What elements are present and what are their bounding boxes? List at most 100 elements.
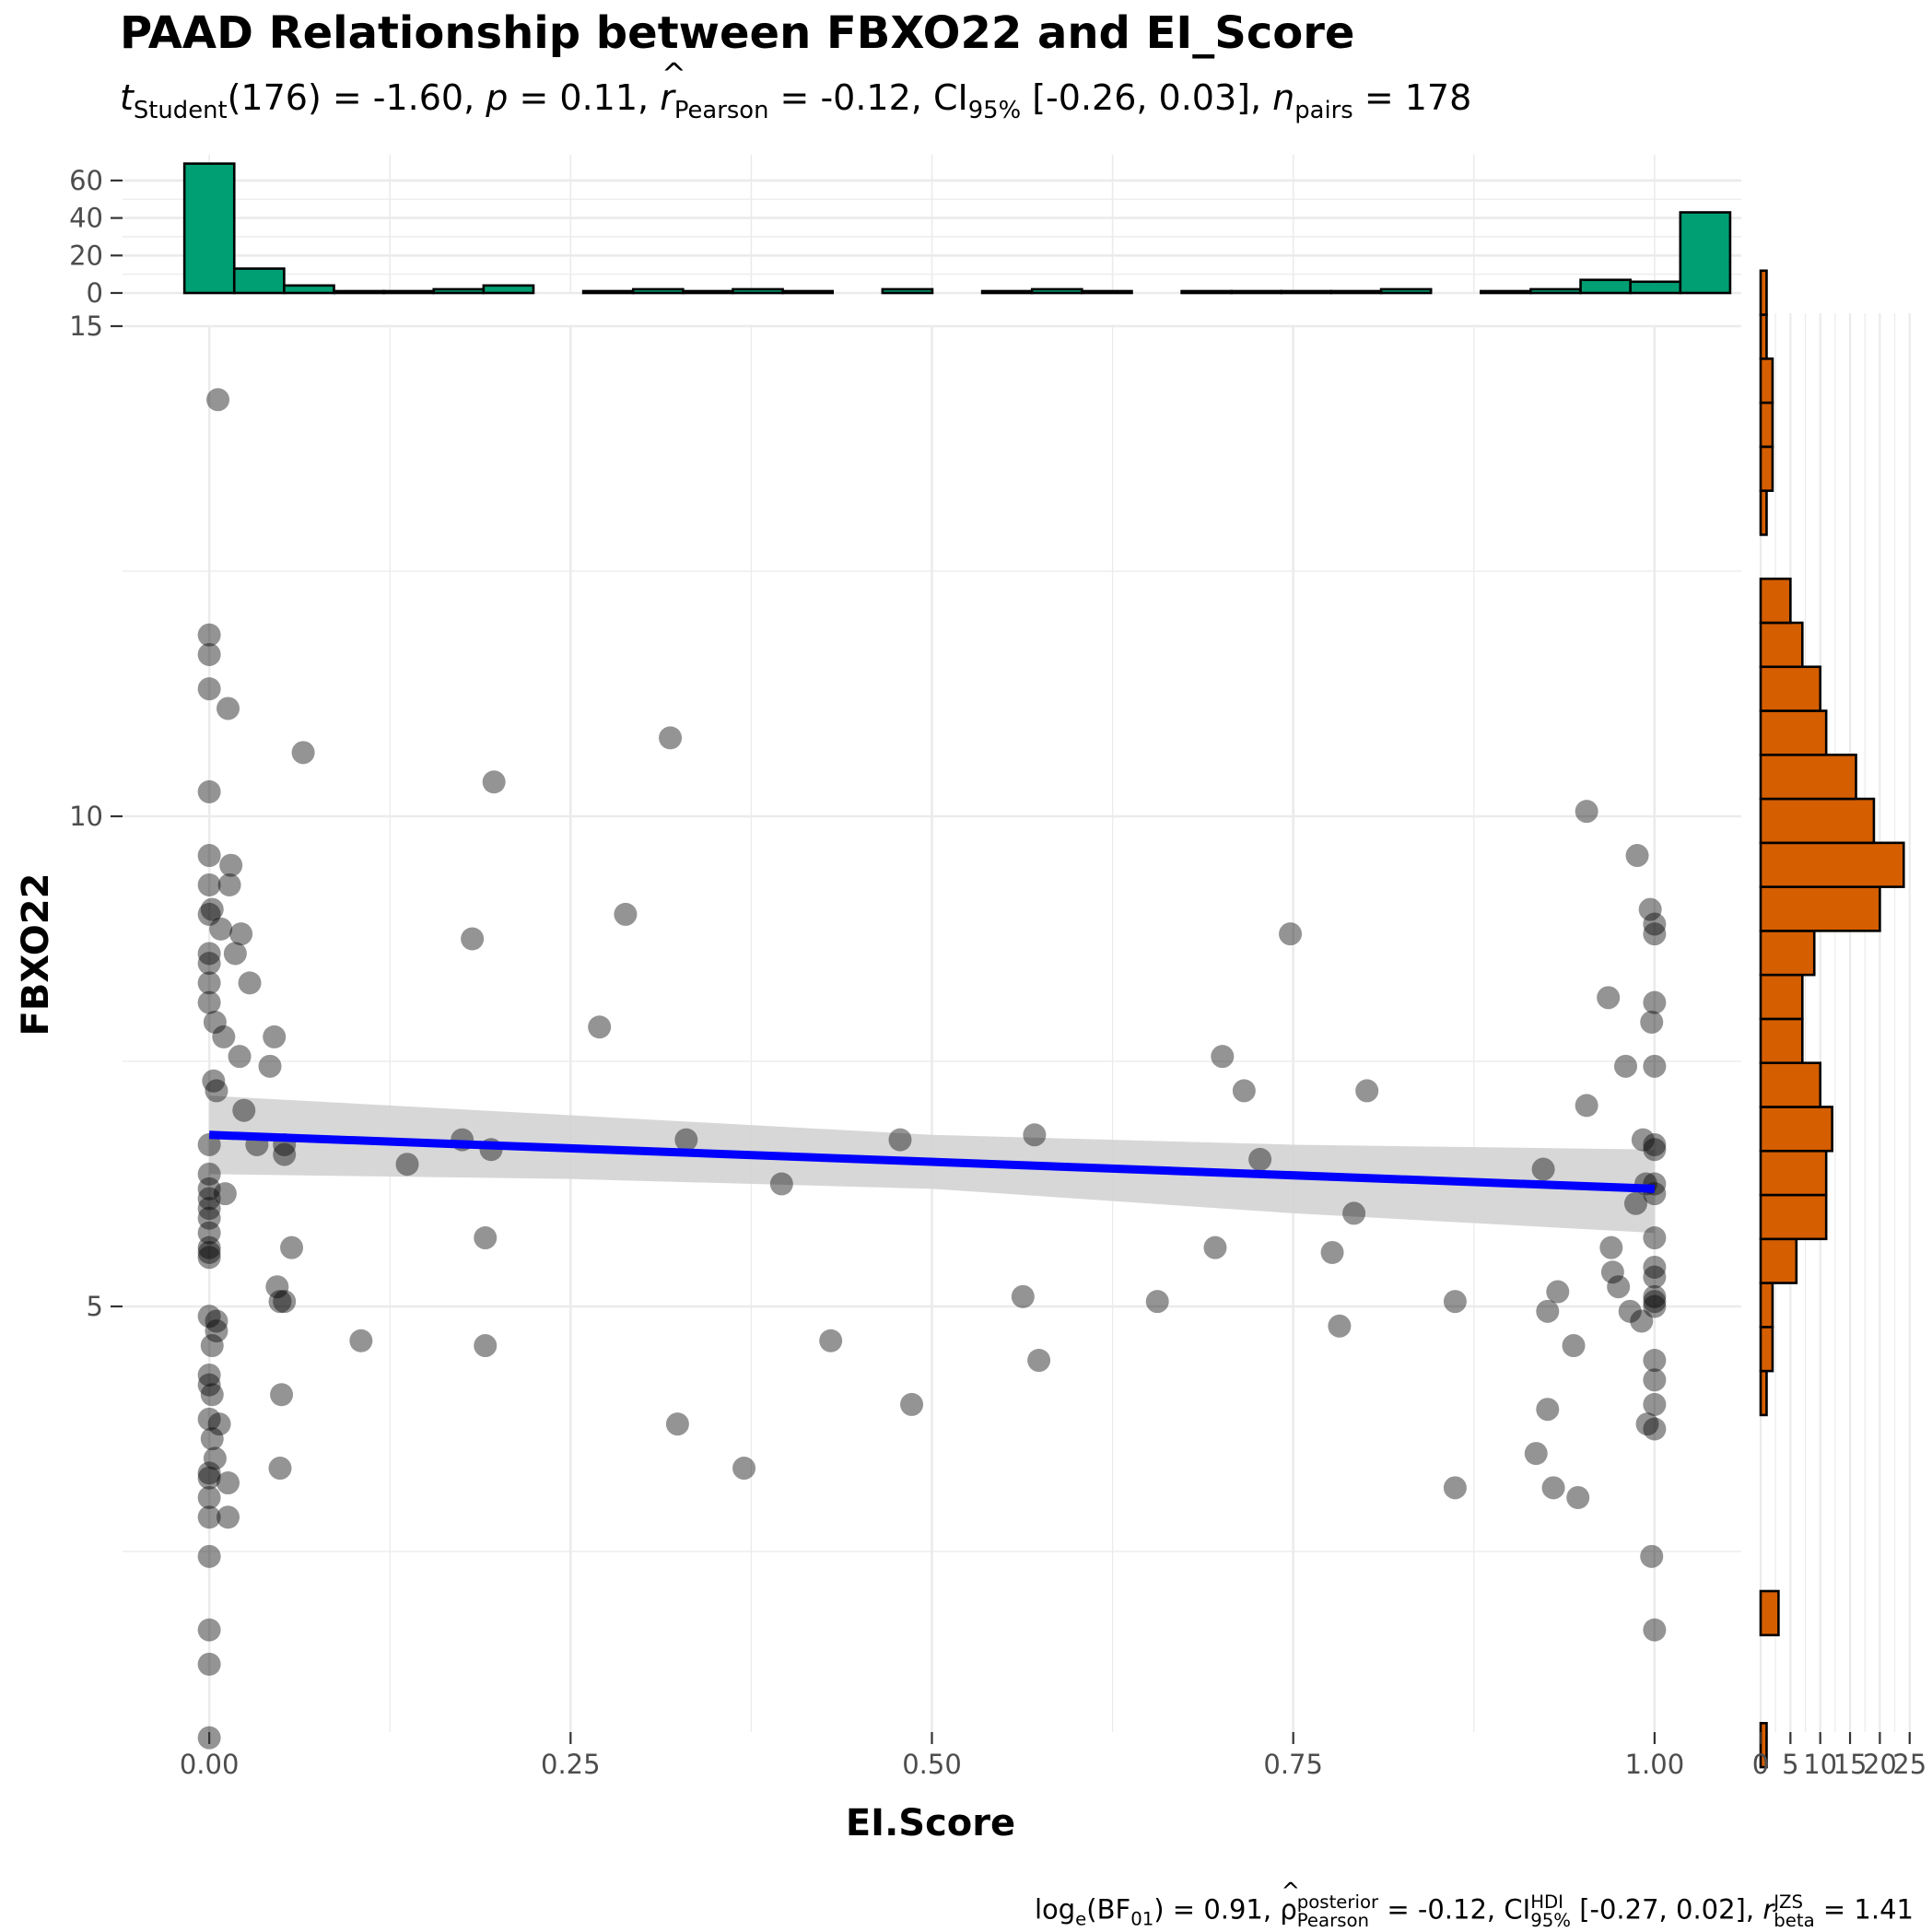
data-point [1328, 1314, 1352, 1338]
data-point [205, 1319, 228, 1343]
data-point [205, 1079, 228, 1103]
right-x-tick-label: 25 [1892, 1749, 1926, 1780]
data-point [202, 1069, 226, 1093]
data-point [197, 623, 221, 647]
top-hist-bar [283, 284, 335, 295]
data-point [217, 1505, 240, 1529]
right-hist-bar [1759, 489, 1768, 536]
data-point [1248, 1147, 1272, 1171]
data-point [203, 1010, 227, 1034]
data-point [197, 1373, 221, 1397]
right-hist-bar [1759, 445, 1774, 492]
t-value: (176) = -1.60, [227, 77, 475, 118]
right-hist-bar [1759, 753, 1857, 801]
t-sub: Student [133, 97, 228, 125]
log-sub: e [1075, 1908, 1087, 1930]
top-hist-bar [1679, 211, 1732, 295]
top-hist-bar [1579, 278, 1632, 295]
data-point [1342, 1201, 1366, 1225]
data-point [197, 1363, 221, 1387]
top-hist-bar [1081, 289, 1133, 295]
top-hist-bar [682, 289, 734, 295]
rho-value: = -0.12, [1387, 1893, 1496, 1926]
ci-hdi-sub: 95% [1530, 1909, 1571, 1931]
data-point [1597, 986, 1621, 1010]
data-point [1630, 1309, 1654, 1333]
right-x-tick-label: 20 [1863, 1749, 1897, 1780]
data-point [197, 1505, 221, 1529]
data-point [1643, 1290, 1667, 1314]
top-hist-bar [980, 289, 1034, 295]
data-point [1279, 922, 1303, 946]
data-point [1618, 1299, 1642, 1323]
y-tick-label: 15 [69, 310, 103, 342]
ci-value: [-0.26, 0.03], [1032, 77, 1262, 118]
top-hist-bar [382, 289, 436, 295]
top-hist-bar [1230, 289, 1283, 295]
x-tick-label: 0.00 [180, 1749, 240, 1780]
data-point [197, 1544, 221, 1568]
top-hist-bar [1529, 287, 1582, 295]
data-point [1643, 1226, 1667, 1250]
top-hist-bar [631, 287, 685, 295]
data-point [1546, 1280, 1570, 1304]
x-tick-label: 0.25 [541, 1749, 601, 1780]
data-point [268, 1290, 292, 1314]
data-point [1443, 1476, 1467, 1500]
data-point [217, 872, 241, 896]
data-point [197, 642, 221, 666]
data-point [588, 1015, 612, 1039]
data-point [474, 1334, 498, 1358]
right-hist-bar [1759, 1237, 1798, 1284]
r-sub: Pearson [673, 97, 769, 125]
data-point [1631, 1128, 1655, 1152]
right-x-tick-label: 15 [1833, 1749, 1868, 1780]
data-point [1643, 1294, 1667, 1318]
x-tick-label: 0.50 [902, 1749, 962, 1780]
data-point [665, 1412, 689, 1436]
data-point [1145, 1290, 1169, 1314]
top-histogram [182, 162, 1732, 295]
data-point [263, 1025, 287, 1048]
data-point [1638, 897, 1662, 921]
right-hist-bar [1759, 665, 1821, 712]
data-point [1643, 990, 1667, 1014]
data-point [197, 779, 221, 803]
data-point [1643, 922, 1667, 946]
data-point [200, 1383, 224, 1407]
data-point [1614, 1054, 1637, 1078]
data-point [1600, 1260, 1624, 1284]
top-hist-bar [581, 289, 635, 295]
data-point [1599, 1235, 1623, 1259]
data-point [1023, 1123, 1047, 1147]
right-hist-bar [1759, 1149, 1828, 1197]
n-sub: pairs [1294, 97, 1353, 125]
data-point [819, 1329, 843, 1352]
data-point [219, 853, 243, 877]
top-y-tick-label: 60 [69, 165, 103, 196]
regression-line [208, 1130, 1656, 1193]
data-point [1027, 1349, 1051, 1373]
top-hist-bar [182, 162, 236, 295]
data-point [207, 1412, 231, 1436]
y-axis-label: FBXO22 [15, 873, 57, 1036]
data-point [265, 1275, 289, 1299]
data-point [461, 927, 485, 951]
p-value: = 0.11, [519, 77, 650, 118]
data-point [769, 1172, 793, 1196]
data-point [206, 388, 230, 412]
data-point [200, 1334, 224, 1358]
data-point [197, 1187, 221, 1211]
chart-title: PAAD Relationship between FBXO22 and EI_… [120, 7, 1355, 59]
top-hist-bar [1030, 287, 1083, 295]
right-hist-bar [1759, 401, 1774, 449]
data-point [1575, 800, 1598, 824]
data-point [349, 1329, 373, 1352]
data-point [1643, 912, 1667, 936]
data-point [1355, 1079, 1379, 1103]
data-point [1607, 1275, 1631, 1299]
x-tick-label: 0.75 [1263, 1749, 1323, 1780]
r-symbol: r [660, 56, 685, 118]
top-hist-bar [333, 289, 385, 295]
